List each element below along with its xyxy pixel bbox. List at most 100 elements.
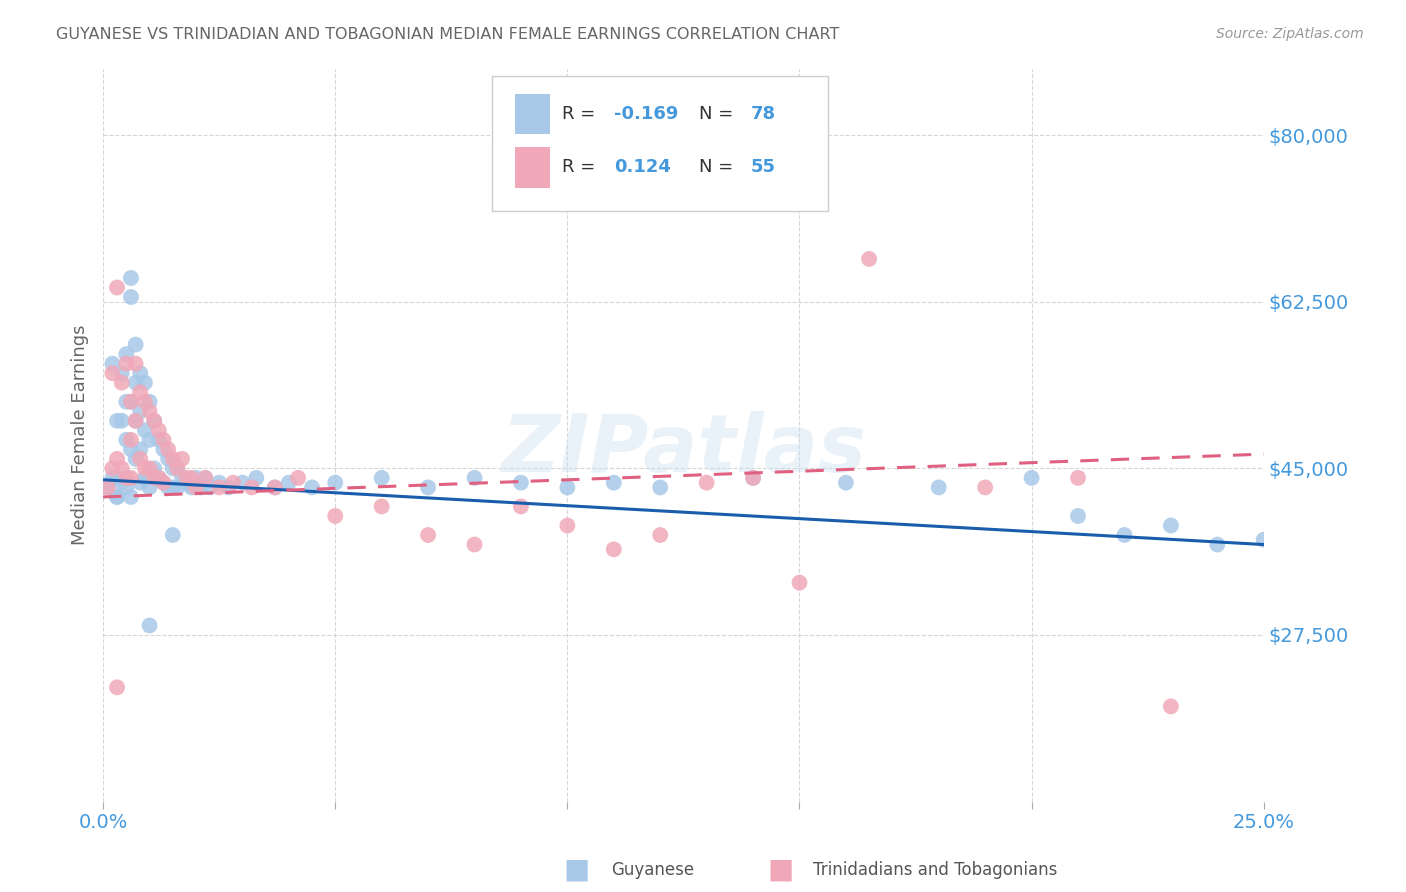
Point (176, 475, 198, 490)
Point (835, 475, 858, 490)
Point (1021, 471, 1043, 485)
Point (105, 280, 128, 294)
Point (105, 490, 128, 504)
Point (240, 480, 263, 494)
Point (650, 480, 672, 494)
Point (134, 394, 156, 409)
Point (138, 404, 160, 418)
Point (120, 394, 142, 409)
Point (1067, 471, 1090, 485)
Point (194, 471, 217, 485)
Point (157, 480, 180, 494)
Point (143, 461, 166, 475)
Point (124, 357, 146, 371)
Point (858, 252, 880, 266)
Point (124, 414, 146, 428)
Text: R =: R = (561, 105, 600, 123)
Point (143, 414, 166, 428)
Point (198, 480, 221, 494)
Point (115, 471, 138, 485)
Point (208, 480, 231, 494)
Point (115, 357, 138, 371)
Point (1160, 518, 1182, 533)
Point (603, 475, 626, 490)
Point (111, 376, 134, 390)
Point (115, 347, 138, 361)
Point (650, 528, 672, 542)
Point (1067, 508, 1090, 523)
Point (152, 442, 174, 457)
Point (166, 461, 188, 475)
Point (696, 475, 718, 490)
Point (245, 471, 267, 485)
Point (370, 471, 392, 485)
Point (143, 471, 166, 485)
Text: R =: R = (561, 159, 600, 177)
Point (162, 528, 184, 542)
Point (184, 471, 207, 485)
Point (463, 537, 485, 551)
Point (105, 681, 128, 695)
Text: -0.169: -0.169 (614, 105, 678, 123)
Bar (515, 94, 550, 134)
Point (129, 442, 152, 457)
Point (789, 575, 811, 590)
Point (120, 471, 142, 485)
Point (124, 451, 146, 466)
Point (120, 394, 142, 409)
Point (101, 366, 124, 380)
Point (120, 271, 142, 285)
Point (138, 618, 160, 632)
Text: GUYANESE VS TRINIDADIAN AND TOBAGONIAN MEDIAN FEMALE EARNINGS CORRELATION CHART: GUYANESE VS TRINIDADIAN AND TOBAGONIAN M… (56, 27, 839, 42)
Point (129, 451, 152, 466)
Point (120, 490, 142, 504)
Point (557, 518, 579, 533)
Text: N =: N = (699, 159, 738, 177)
Point (974, 480, 997, 494)
Point (129, 475, 152, 490)
Point (105, 414, 128, 428)
Point (148, 471, 170, 485)
Point (264, 480, 287, 494)
Point (138, 480, 160, 494)
Point (148, 423, 170, 437)
Point (134, 376, 156, 390)
Point (176, 471, 198, 485)
Point (463, 471, 485, 485)
Text: Trinidadians and Tobagonians: Trinidadians and Tobagonians (813, 861, 1057, 879)
Point (143, 414, 166, 428)
Point (162, 461, 184, 475)
Point (603, 542, 626, 557)
Point (162, 451, 184, 466)
Point (166, 461, 188, 475)
Point (120, 433, 142, 447)
Point (742, 471, 765, 485)
Point (287, 471, 309, 485)
Point (166, 480, 188, 494)
Point (105, 490, 128, 504)
Point (124, 414, 146, 428)
Point (217, 480, 239, 494)
Text: 78: 78 (751, 105, 776, 123)
Point (510, 475, 533, 490)
Point (170, 451, 193, 466)
Point (157, 451, 180, 466)
Point (111, 414, 134, 428)
Point (120, 442, 142, 457)
Point (115, 433, 138, 447)
Point (148, 471, 170, 485)
Point (190, 480, 212, 494)
Point (97, 480, 120, 494)
Point (162, 480, 184, 494)
Point (1253, 533, 1275, 547)
Point (557, 480, 579, 494)
Point (510, 500, 533, 514)
Point (138, 433, 160, 447)
Point (1114, 528, 1136, 542)
Point (148, 433, 170, 447)
Text: Guyanese: Guyanese (612, 861, 695, 879)
Point (1206, 537, 1229, 551)
Point (152, 433, 174, 447)
Text: ■: ■ (564, 855, 589, 884)
Point (101, 357, 124, 371)
